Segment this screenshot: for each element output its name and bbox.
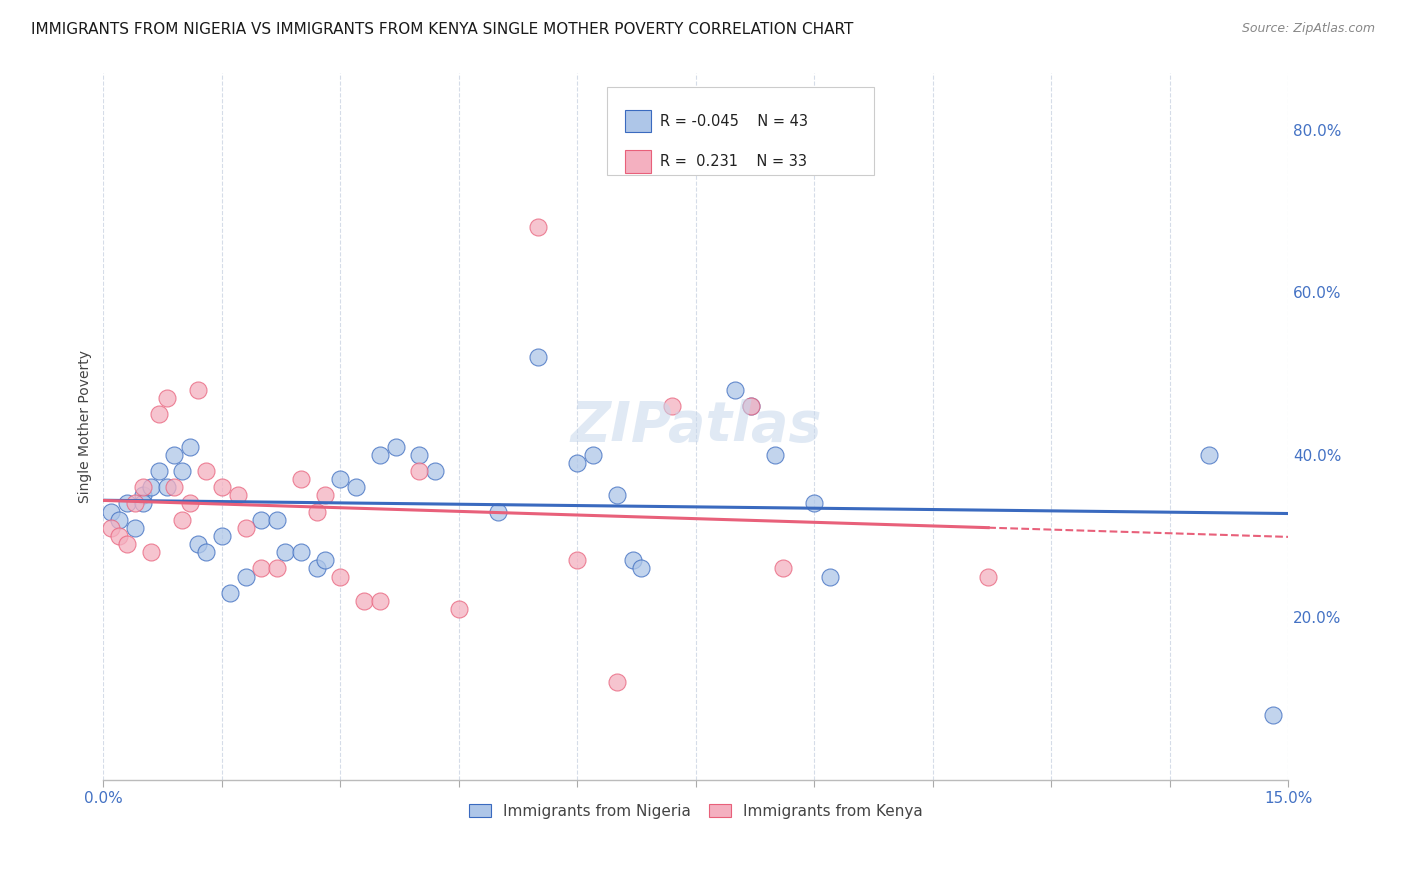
- Point: [425, 464, 447, 478]
- Point: [527, 220, 550, 235]
- FancyBboxPatch shape: [624, 151, 651, 173]
- Point: [368, 448, 391, 462]
- Point: [329, 472, 352, 486]
- Point: [763, 448, 786, 462]
- Point: [772, 561, 794, 575]
- Legend: Immigrants from Nigeria, Immigrants from Kenya: Immigrants from Nigeria, Immigrants from…: [463, 797, 928, 825]
- Point: [1198, 448, 1220, 462]
- Point: [187, 537, 209, 551]
- Text: R =  0.231    N = 33: R = 0.231 N = 33: [661, 154, 807, 169]
- Point: [408, 448, 430, 462]
- Point: [250, 561, 273, 575]
- Point: [124, 496, 146, 510]
- Point: [211, 529, 233, 543]
- Point: [172, 464, 194, 478]
- Point: [163, 448, 186, 462]
- Point: [132, 488, 155, 502]
- Point: [977, 569, 1000, 583]
- Point: [218, 586, 240, 600]
- Point: [582, 448, 605, 462]
- Point: [630, 561, 652, 575]
- Point: [314, 488, 336, 502]
- Text: IMMIGRANTS FROM NIGERIA VS IMMIGRANTS FROM KENYA SINGLE MOTHER POVERTY CORRELATI: IMMIGRANTS FROM NIGERIA VS IMMIGRANTS FR…: [31, 22, 853, 37]
- Y-axis label: Single Mother Poverty: Single Mother Poverty: [79, 350, 93, 503]
- Point: [139, 480, 162, 494]
- Point: [305, 505, 328, 519]
- Point: [408, 464, 430, 478]
- Point: [274, 545, 297, 559]
- FancyBboxPatch shape: [607, 87, 873, 176]
- Point: [163, 480, 186, 494]
- Point: [108, 529, 131, 543]
- FancyBboxPatch shape: [624, 110, 651, 132]
- Point: [211, 480, 233, 494]
- Point: [803, 496, 825, 510]
- Point: [179, 440, 201, 454]
- Point: [155, 391, 177, 405]
- Point: [740, 399, 762, 413]
- Point: [226, 488, 249, 502]
- Point: [235, 521, 257, 535]
- Point: [344, 480, 367, 494]
- Point: [124, 521, 146, 535]
- Point: [115, 496, 138, 510]
- Point: [661, 399, 683, 413]
- Point: [266, 561, 288, 575]
- Point: [621, 553, 644, 567]
- Point: [100, 521, 122, 535]
- Text: ZIPatlas: ZIPatlas: [571, 400, 821, 453]
- Point: [290, 472, 312, 486]
- Point: [195, 464, 218, 478]
- Point: [139, 545, 162, 559]
- Point: [606, 488, 628, 502]
- Point: [100, 505, 122, 519]
- Point: [266, 513, 288, 527]
- Point: [353, 594, 375, 608]
- Point: [132, 480, 155, 494]
- Point: [567, 553, 589, 567]
- Point: [329, 569, 352, 583]
- Point: [305, 561, 328, 575]
- Point: [1261, 707, 1284, 722]
- Point: [606, 675, 628, 690]
- Point: [108, 513, 131, 527]
- Point: [172, 513, 194, 527]
- Point: [724, 383, 747, 397]
- Point: [818, 569, 841, 583]
- Point: [290, 545, 312, 559]
- Point: [250, 513, 273, 527]
- Point: [148, 407, 170, 421]
- Point: [148, 464, 170, 478]
- Text: Source: ZipAtlas.com: Source: ZipAtlas.com: [1241, 22, 1375, 36]
- Text: R = -0.045    N = 43: R = -0.045 N = 43: [661, 113, 808, 128]
- Point: [179, 496, 201, 510]
- Point: [195, 545, 218, 559]
- Point: [486, 505, 509, 519]
- Point: [567, 456, 589, 470]
- Point: [132, 496, 155, 510]
- Point: [384, 440, 406, 454]
- Point: [314, 553, 336, 567]
- Point: [155, 480, 177, 494]
- Point: [368, 594, 391, 608]
- Point: [740, 399, 762, 413]
- Point: [187, 383, 209, 397]
- Point: [447, 602, 470, 616]
- Point: [527, 351, 550, 365]
- Point: [115, 537, 138, 551]
- Point: [235, 569, 257, 583]
